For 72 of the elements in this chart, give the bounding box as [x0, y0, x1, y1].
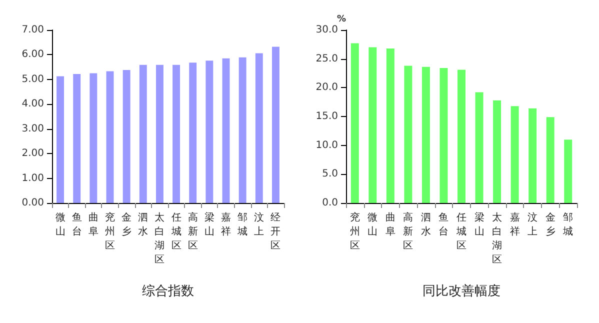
- bar: [172, 64, 180, 203]
- bar: [475, 92, 484, 203]
- x-tick-label: 高新区: [403, 212, 414, 252]
- bar: [238, 57, 246, 203]
- x-tick-label: 微山: [55, 212, 66, 238]
- x-tick-label: 任城区: [170, 212, 182, 252]
- bar: [510, 106, 519, 203]
- x-tick-label: 邹城: [236, 212, 248, 238]
- bar: [404, 66, 412, 203]
- bar: [272, 46, 280, 203]
- y-tick-label: 5.00: [22, 74, 44, 85]
- bar: [350, 43, 359, 203]
- x-tick-label: 曲阜: [88, 212, 98, 238]
- x-tick-label: 任城区: [456, 212, 466, 252]
- y-tick-label: 0.0: [322, 198, 338, 208]
- y-tick-label: 20.0: [316, 82, 338, 94]
- x-tick-label: 曲阜: [385, 212, 396, 238]
- bar: [90, 73, 98, 203]
- x-tick-label: 经开区: [270, 212, 281, 252]
- x-tick-label: 邹城: [562, 212, 574, 238]
- bar: [493, 100, 502, 203]
- x-axis-title: 同比改善幅度: [422, 283, 500, 299]
- y-tick-label: 4.00: [22, 98, 44, 110]
- bar: [73, 74, 81, 203]
- y-tick-label: 3.00: [22, 123, 44, 134]
- bar: [106, 71, 114, 203]
- y-tick-label: 5.0: [322, 168, 338, 180]
- bar: [139, 64, 147, 203]
- bar: [122, 70, 130, 203]
- y-tick-label: 1.00: [22, 172, 44, 184]
- x-tick-label: 太白湖区: [492, 212, 502, 266]
- bar: [206, 60, 214, 203]
- x-tick-label: 泗水: [420, 212, 431, 238]
- x-tick-label: 微山: [368, 212, 378, 238]
- bar: [156, 64, 164, 203]
- x-tick-label: 嘉祥: [221, 212, 231, 238]
- x-tick-label: 太白湖区: [154, 212, 165, 266]
- x-axis-title: 综合指数: [142, 284, 194, 299]
- bar: [564, 140, 572, 203]
- y-tick-label: 15.0: [316, 111, 338, 122]
- x-tick-label: 兖州区: [350, 212, 360, 252]
- y-tick-label: 10.0: [316, 140, 338, 151]
- x-tick-label: 梁山: [474, 212, 484, 238]
- x-tick-label: 汶上: [254, 212, 264, 238]
- x-tick-label: 泗水: [138, 212, 148, 238]
- bar: [255, 53, 263, 203]
- bar: [189, 62, 197, 203]
- bar: [386, 48, 394, 203]
- x-tick-label: 嘉祥: [510, 212, 520, 238]
- y-tick-label: 30.0: [316, 24, 338, 36]
- x-tick-label: 鱼台: [438, 212, 449, 238]
- bar: [528, 108, 537, 203]
- bar: [368, 47, 377, 203]
- bar: [222, 58, 230, 203]
- x-tick-label: 金乡: [545, 212, 556, 238]
- bar: [546, 117, 554, 203]
- x-tick-label: 鱼台: [72, 212, 82, 238]
- bar: [56, 76, 64, 203]
- x-tick-label: 高新区: [188, 212, 198, 252]
- y-tick-label: 0.00: [22, 198, 44, 208]
- y-tick-label: 7.00: [22, 24, 44, 36]
- y-tick-label: 2.00: [22, 148, 44, 160]
- bar: [458, 70, 466, 203]
- y-tick-label: 25.0: [316, 53, 338, 64]
- bar: [440, 68, 448, 203]
- bar: [422, 66, 430, 203]
- x-tick-label: 金乡: [122, 212, 132, 238]
- x-tick-label: 兖州区: [105, 212, 115, 252]
- x-tick-label: 梁山: [204, 212, 214, 238]
- x-tick-label: 汶上: [528, 212, 538, 238]
- y-tick-label: 6.00: [22, 49, 44, 60]
- y-axis-title: %: [337, 14, 346, 24]
